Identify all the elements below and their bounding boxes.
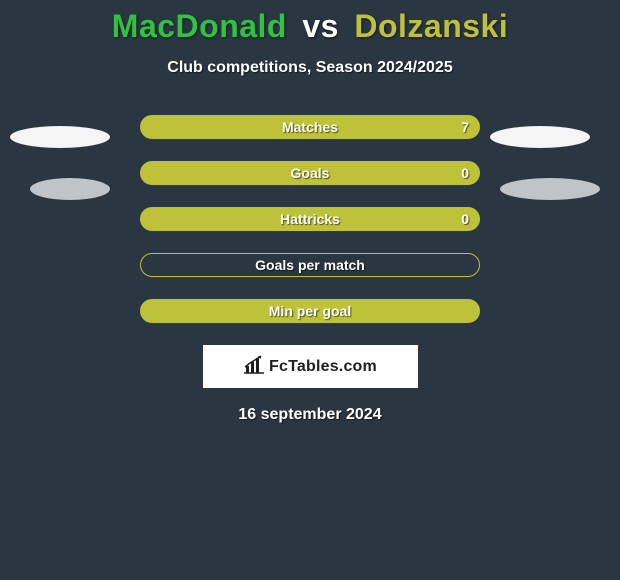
stat-label: Hattricks — [280, 211, 340, 227]
player1-name: MacDonald — [112, 8, 287, 44]
stat-row: Min per goal — [140, 299, 480, 323]
logo-box: FcTables.com — [203, 345, 418, 388]
stat-label: Goals per match — [255, 257, 365, 273]
stat-label: Min per goal — [269, 303, 351, 319]
stat-row: Matches 7 — [140, 115, 480, 139]
stat-row: Goals per match — [140, 253, 480, 277]
stat-row: Goals 0 — [140, 161, 480, 185]
stat-row: Hattricks 0 — [140, 207, 480, 231]
side-ellipse — [490, 126, 590, 148]
side-ellipse — [30, 178, 110, 200]
stat-value-right: 7 — [461, 119, 469, 135]
stat-rows: Matches 7 Goals 0 Hattricks 0 Goals per match M… — [140, 115, 480, 323]
stat-value-right: 0 — [461, 211, 469, 227]
subtitle: Club competitions, Season 2024/2025 — [0, 59, 620, 77]
side-ellipse — [10, 126, 110, 148]
vs-label: vs — [302, 8, 339, 44]
comparison-title: MacDonald vs Dolzanski — [0, 0, 620, 45]
stat-label: Matches — [282, 119, 338, 135]
date-label: 16 september 2024 — [0, 406, 620, 424]
bar-chart-icon — [243, 354, 265, 379]
player2-name: Dolzanski — [354, 8, 508, 44]
stat-label: Goals — [291, 165, 330, 181]
logo-text: FcTables.com — [269, 358, 377, 376]
side-ellipse — [500, 178, 600, 200]
stat-value-right: 0 — [461, 165, 469, 181]
